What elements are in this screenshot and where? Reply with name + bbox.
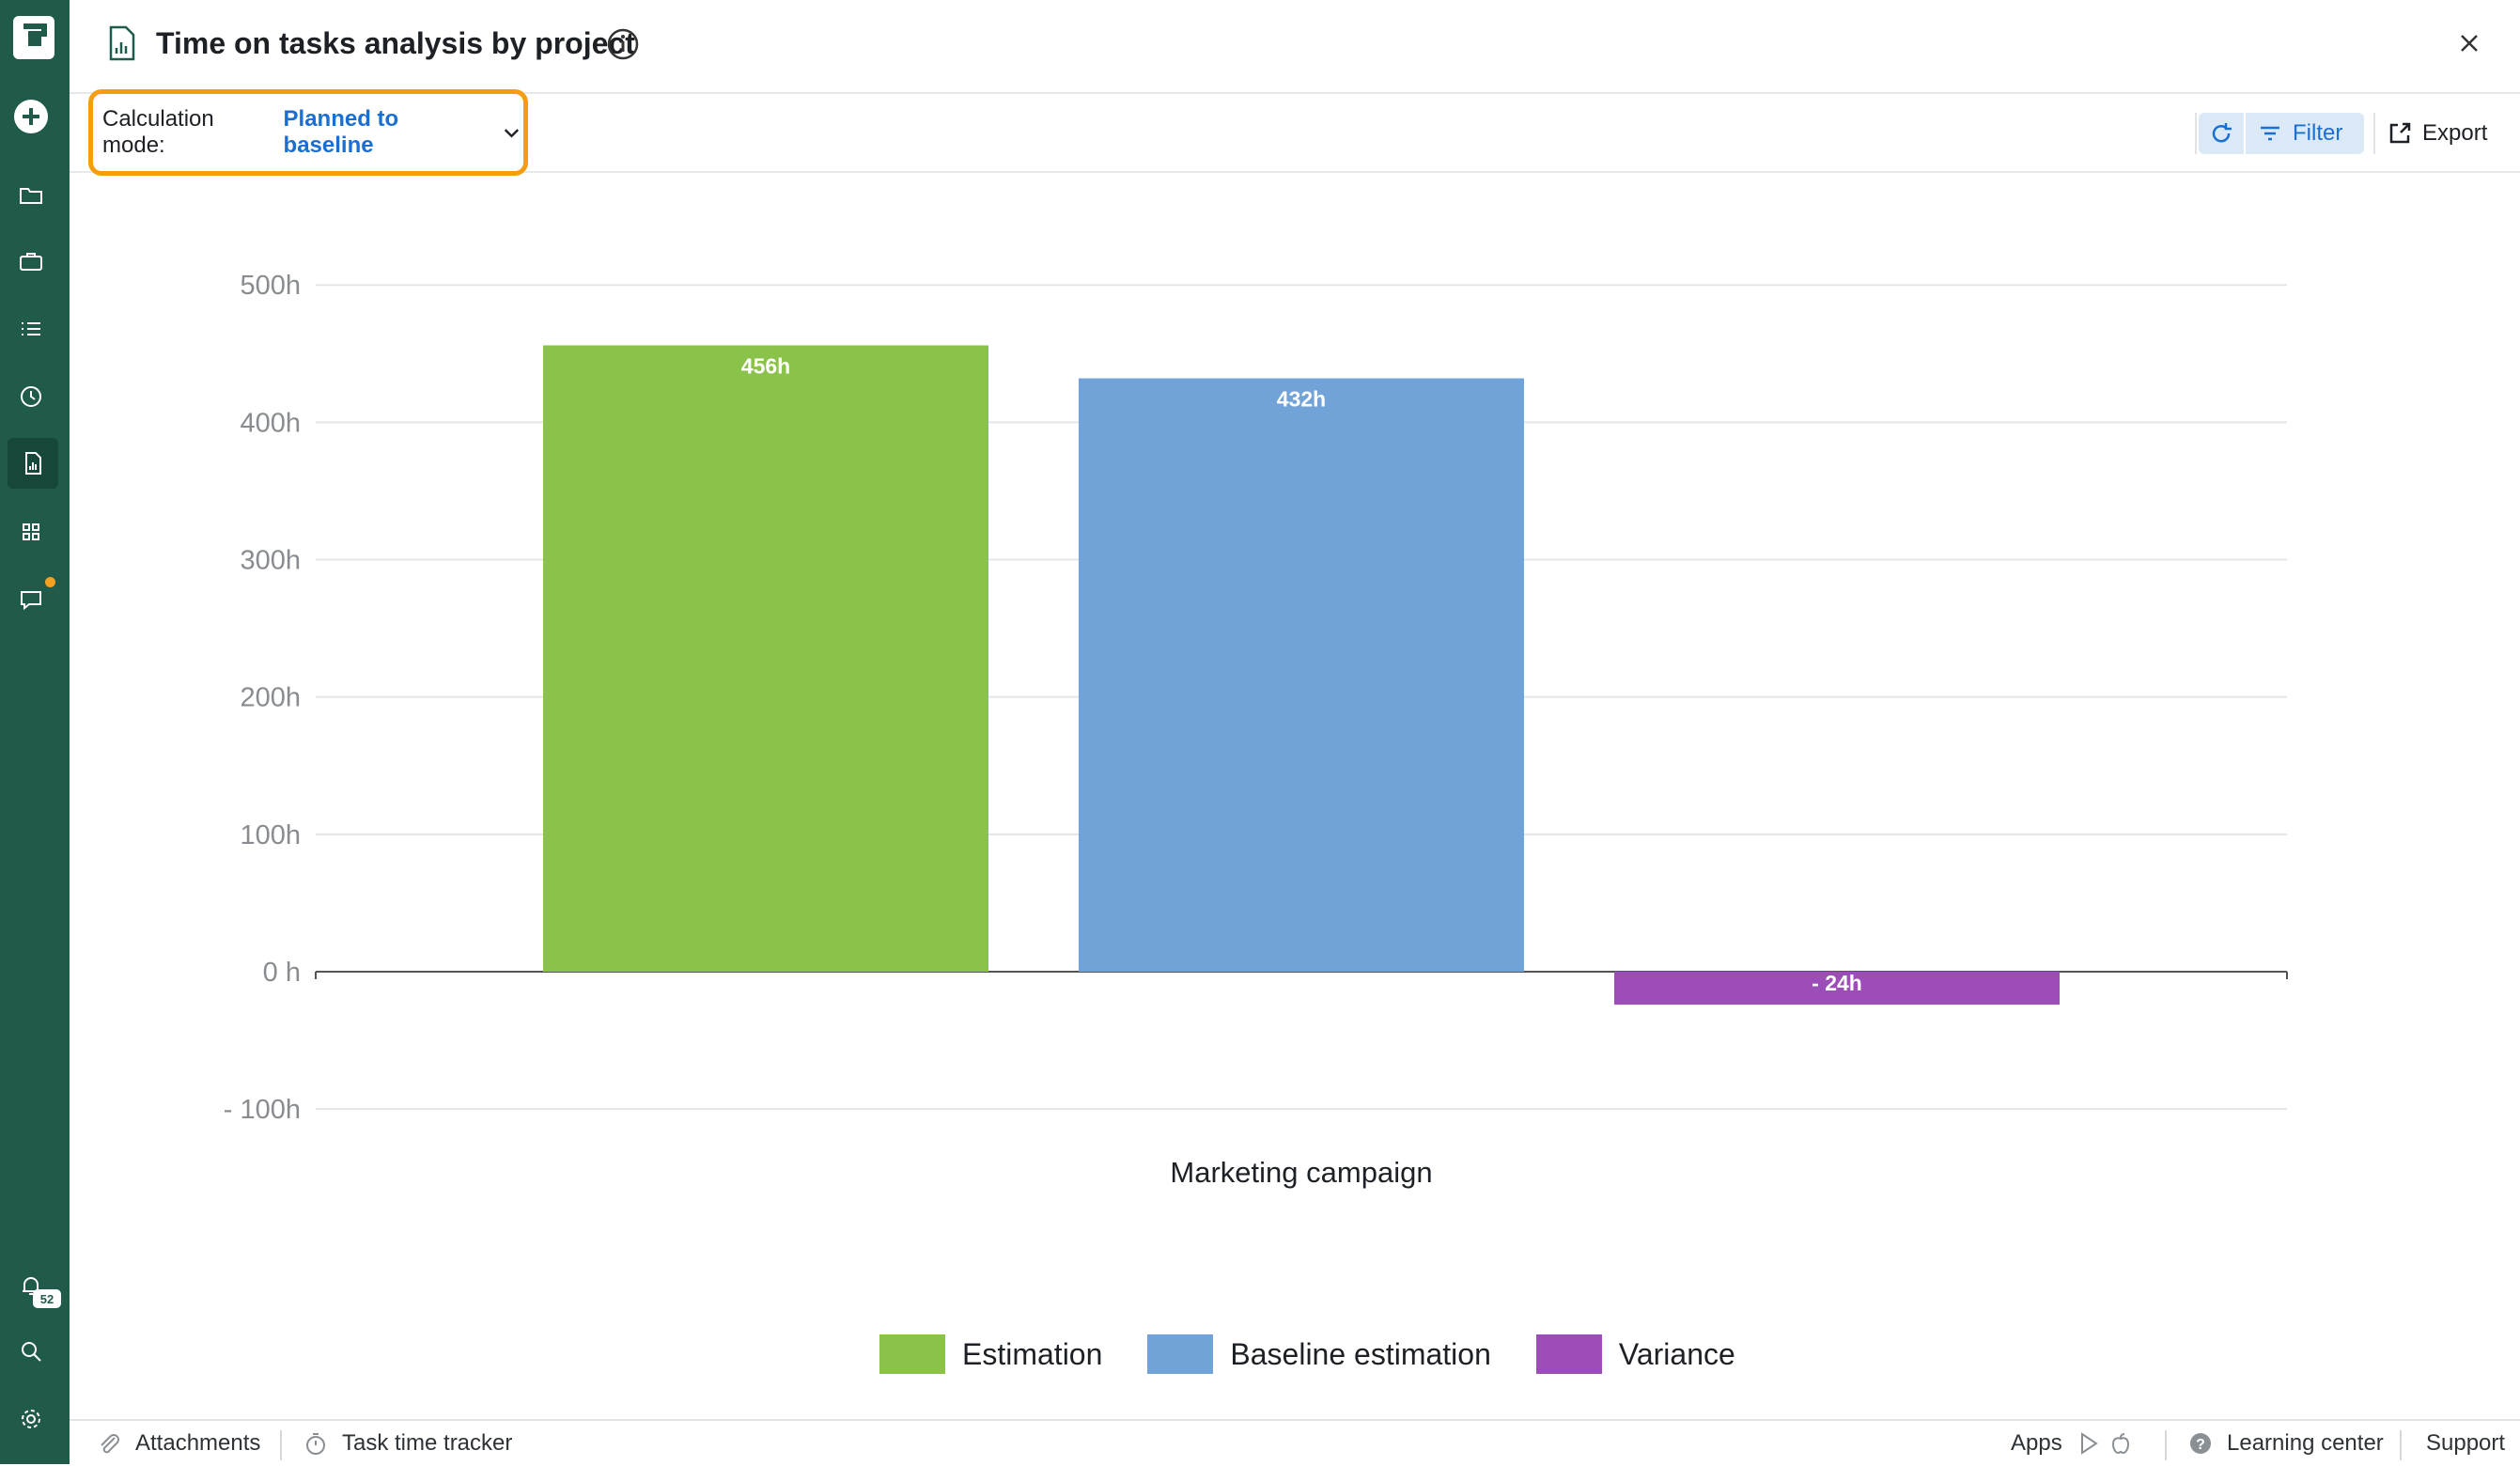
learning-center-link[interactable]: ? Learning center	[2187, 1421, 2384, 1466]
y-tick-label: 100h	[240, 820, 301, 850]
sidebar: 52	[0, 0, 70, 1464]
report-icon[interactable]	[8, 438, 58, 489]
footer-bar: Attachments Task time tracker Apps ? Lea…	[70, 1419, 2520, 1464]
page-title: Time on tasks analysis by project	[156, 26, 635, 60]
legend-label: Variance	[1618, 1336, 1735, 1371]
bar-data-label: - 24h	[1812, 971, 1862, 995]
create-icon[interactable]	[12, 98, 50, 135]
list-icon[interactable]	[14, 312, 48, 346]
apps-link[interactable]: Apps	[2011, 1421, 2134, 1466]
attachments-label: Attachments	[135, 1430, 261, 1456]
legend-swatch	[879, 1334, 945, 1374]
filter-button[interactable]: Filter	[2246, 113, 2364, 154]
legend-item-estimation[interactable]: Estimation	[879, 1334, 1102, 1374]
refresh-icon	[2212, 123, 2232, 143]
y-tick-label: 300h	[240, 546, 301, 576]
x-category-label: Marketing campaign	[1170, 1156, 1432, 1189]
chart-legend: Estimation Baseline estimation Variance	[879, 1334, 1781, 1374]
info-icon[interactable]	[605, 26, 641, 62]
task-time-tracker-label: Task time tracker	[342, 1430, 513, 1456]
briefcase-icon[interactable]	[14, 244, 48, 278]
help-circle-icon: ?	[2190, 1433, 2211, 1454]
y-tick-label: 200h	[240, 683, 301, 713]
footer-divider	[2165, 1430, 2167, 1460]
folder-icon[interactable]	[14, 179, 48, 212]
bar-data-label: 432h	[1277, 387, 1326, 412]
learning-center-label: Learning center	[2227, 1430, 2384, 1456]
legend-label: Estimation	[962, 1336, 1103, 1371]
toolbar-divider	[2195, 113, 2197, 154]
footer-divider	[280, 1430, 282, 1460]
y-tick-label: 500h	[240, 271, 301, 301]
filter-label: Filter	[2293, 120, 2343, 146]
clock-icon[interactable]	[14, 380, 48, 413]
calculation-mode-value[interactable]: Planned to baseline	[283, 106, 399, 158]
settings-gear-icon[interactable]	[14, 1402, 48, 1436]
notification-dot	[45, 577, 55, 587]
chevron-down-icon	[504, 129, 520, 138]
calculation-mode-dropdown[interactable]: Calculation mode: Planned to baseline	[88, 89, 528, 176]
app-logo[interactable]	[12, 15, 55, 60]
legend-swatch	[1147, 1334, 1214, 1374]
paperclip-icon	[101, 1434, 119, 1454]
legend-swatch	[1535, 1334, 1602, 1374]
export-icon	[2389, 122, 2411, 144]
search-icon[interactable]	[14, 1334, 48, 1368]
bar-chart: 500h 400h 300h 200h 100h 0 h - 100h 456h 432h - 2…	[70, 173, 2520, 1287]
chat-icon[interactable]	[14, 583, 48, 616]
legend-item-variance[interactable]: Variance	[1535, 1334, 1735, 1374]
bar-variance	[1614, 972, 2060, 1006]
refresh-button[interactable]	[2199, 113, 2244, 154]
notification-count-badge: 52	[33, 1289, 61, 1308]
support-label: Support	[2426, 1430, 2506, 1456]
footer-divider	[2400, 1430, 2402, 1460]
bar-data-label: 456h	[741, 354, 790, 379]
legend-label: Baseline estimation	[1230, 1336, 1491, 1371]
support-link[interactable]: Support	[2426, 1421, 2505, 1466]
export-button[interactable]: Export	[2387, 113, 2487, 154]
toolbar-divider	[2373, 113, 2375, 154]
y-tick-label: 400h	[240, 408, 301, 438]
close-icon[interactable]	[2454, 28, 2484, 58]
apple-icon	[2111, 1433, 2129, 1455]
apps-grid-icon[interactable]	[14, 515, 48, 549]
report-file-icon	[105, 24, 139, 62]
calculation-mode-label: Calculation mode:	[102, 106, 214, 158]
report-header: Time on tasks analysis by project	[70, 0, 2520, 94]
apps-label: Apps	[2011, 1430, 2062, 1456]
y-tick-label: 0 h	[263, 958, 301, 988]
legend-item-baseline-estimation[interactable]: Baseline estimation	[1147, 1334, 1491, 1374]
task-time-tracker-button[interactable]: Task time tracker	[303, 1421, 512, 1466]
filter-icon	[2261, 126, 2279, 141]
chart-canvas: 500h 400h 300h 200h 100h 0 h - 100h 456h 432h - 2…	[224, 271, 2288, 1189]
bar-estimation	[543, 345, 988, 973]
play-store-icon	[2080, 1432, 2098, 1455]
export-label: Export	[2422, 120, 2488, 146]
report-toolbar: Calculation mode: Planned to baseline Fi…	[70, 89, 2520, 176]
bar-baseline-estimation	[1079, 378, 1524, 972]
svg-text:?: ?	[2196, 1437, 2205, 1453]
y-tick-label: - 100h	[224, 1095, 301, 1125]
stopwatch-icon	[306, 1433, 325, 1455]
attachments-button[interactable]: Attachments	[96, 1421, 260, 1466]
